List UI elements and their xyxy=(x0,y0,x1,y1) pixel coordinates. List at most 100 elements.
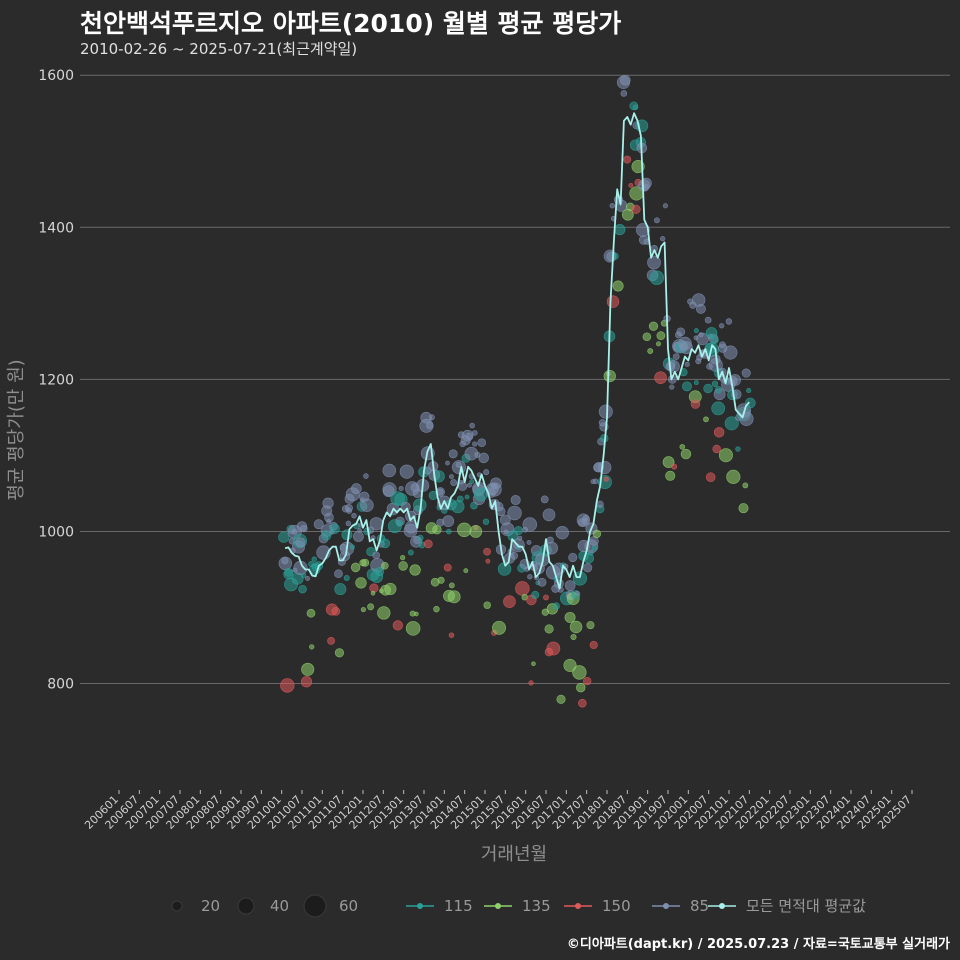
scatter-point xyxy=(280,678,295,693)
scatter-point xyxy=(300,572,307,579)
scatter-point xyxy=(603,369,616,383)
scatter-point xyxy=(711,401,726,416)
scatter-point xyxy=(360,606,367,613)
scatter-point xyxy=(448,474,454,480)
scatter-point xyxy=(483,601,491,609)
scatter-point xyxy=(350,483,362,495)
scatter-point xyxy=(742,482,749,489)
scatter-point xyxy=(298,584,307,594)
scatter-point xyxy=(713,427,725,438)
scatter-point xyxy=(746,388,752,394)
scatter-point xyxy=(712,444,721,454)
legend-label: 150 xyxy=(602,897,631,915)
scatter-point xyxy=(472,441,478,447)
scatter-point xyxy=(589,640,598,650)
scatter-point xyxy=(382,463,397,478)
scatter-point xyxy=(662,456,675,468)
scatter-point xyxy=(405,621,421,636)
scatter-point xyxy=(447,590,461,604)
scatter-point xyxy=(360,498,374,512)
size-legend-label: 20 xyxy=(201,897,220,915)
scatter-point xyxy=(695,303,706,314)
scatter-point xyxy=(398,485,404,491)
scatter-point xyxy=(446,528,452,535)
scatter-point xyxy=(399,555,406,561)
scatter-point xyxy=(432,525,442,535)
scatter-point xyxy=(576,682,586,693)
scatter-point xyxy=(334,648,345,658)
scatter-point xyxy=(612,280,624,292)
scatter-point xyxy=(603,476,609,482)
legend-swatch-dot xyxy=(495,903,501,909)
chart-subtitle: 2010-02-26 ~ 2025-07-21(최근계약일) xyxy=(80,40,358,58)
scatter-point xyxy=(606,295,620,308)
scatter-point xyxy=(714,386,723,394)
scatter-point xyxy=(690,399,701,409)
scatter-point xyxy=(343,574,350,581)
scatter-point xyxy=(510,552,518,560)
y-tick-label: 1600 xyxy=(38,68,74,84)
scatter-point xyxy=(684,361,690,367)
scatter-point xyxy=(642,332,652,342)
scatter-point xyxy=(300,676,313,688)
scatter-point xyxy=(745,397,756,409)
scatter-point xyxy=(392,620,403,631)
scatter-point xyxy=(578,698,587,708)
scatter-point xyxy=(327,636,335,645)
scatter-point xyxy=(723,345,738,360)
scatter-point xyxy=(583,563,593,573)
scatter-point xyxy=(483,469,490,476)
y-axis-label: 평균 평당가(만 원) xyxy=(6,359,27,500)
scatter-point xyxy=(724,416,739,431)
scatter-point xyxy=(671,463,678,470)
scatter-point xyxy=(473,487,488,502)
scatter-point xyxy=(350,562,361,573)
scatter-point xyxy=(448,582,455,589)
scatter-point xyxy=(459,479,464,485)
scatter-point xyxy=(679,444,686,450)
scatter-point xyxy=(522,517,538,532)
scatter-point xyxy=(719,323,725,329)
scatter-point xyxy=(361,558,370,567)
scatter-point xyxy=(564,611,576,623)
scatter-point xyxy=(695,358,702,365)
scatter-point xyxy=(628,182,634,188)
scatter-point xyxy=(380,538,391,549)
scatter-point xyxy=(592,478,599,485)
scatter-point xyxy=(741,368,751,378)
scatter-point xyxy=(492,620,507,635)
scatter-point xyxy=(698,332,704,338)
scatter-point xyxy=(322,497,334,509)
scatter-point xyxy=(598,404,613,419)
scatter-point xyxy=(477,438,487,448)
source-footer: ©디아파트(dapt.kr) / 2025.07.23 / 자료=국토교통부 실… xyxy=(566,937,950,952)
scatter-point xyxy=(469,525,483,538)
y-tick-labels: 800 1000 1200 1400 1600 xyxy=(38,68,74,692)
scatter-point xyxy=(496,506,506,517)
y-tick-label: 1000 xyxy=(38,524,74,540)
scatter-point xyxy=(582,676,592,686)
series-line xyxy=(284,112,750,590)
scatter-point xyxy=(295,537,306,548)
scatter-point xyxy=(377,606,391,620)
scatter-point xyxy=(382,485,395,498)
scatter-point xyxy=(409,564,421,576)
scatter-point xyxy=(375,566,385,577)
scatter-point xyxy=(569,620,583,634)
scatter-point xyxy=(609,203,615,209)
scatter-point xyxy=(305,575,311,581)
scatter-point xyxy=(355,577,367,589)
scatter-point xyxy=(284,568,293,577)
scatter-point xyxy=(469,479,475,485)
scatter-point xyxy=(326,519,332,525)
scatter-point xyxy=(331,607,341,616)
scatter-point xyxy=(660,236,666,242)
scatter-point xyxy=(662,203,668,209)
scatter-point xyxy=(705,327,718,339)
y-tick-label: 1400 xyxy=(38,220,74,236)
scatter-point xyxy=(542,508,556,522)
scatter-point xyxy=(483,547,491,556)
scatter-point xyxy=(334,569,343,579)
scatter-point xyxy=(451,499,465,514)
scatter-point xyxy=(564,580,576,591)
